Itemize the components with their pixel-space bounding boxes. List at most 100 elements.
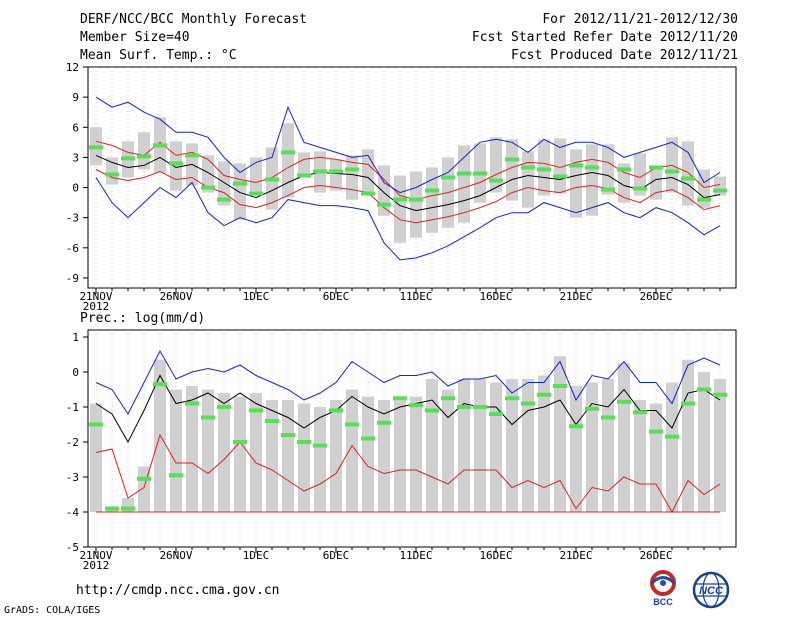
temperature-median-mark	[409, 197, 423, 202]
precipitation-box	[314, 407, 326, 512]
precipitation-y-tick-label: -2	[66, 436, 79, 449]
temperature-median-mark	[553, 174, 567, 179]
precipitation-box	[394, 396, 406, 512]
temperature-x-tick-label: 26NOV	[159, 290, 192, 303]
temperature-median-mark	[233, 181, 247, 186]
temperature-median-mark	[185, 153, 199, 158]
temperature-median-mark	[441, 175, 455, 180]
precipitation-median-mark	[553, 384, 567, 388]
precipitation-median-mark	[537, 392, 551, 397]
precipitation-median-mark	[249, 408, 263, 413]
precipitation-x-year-label: 2012	[83, 559, 110, 572]
precipitation-box	[266, 400, 278, 512]
precipitation-box	[250, 393, 262, 512]
temperature-box	[570, 149, 582, 218]
precipitation-median-mark	[137, 476, 151, 481]
precipitation-median-mark	[233, 440, 247, 444]
precipitation-box	[698, 372, 710, 512]
precipitation-line-ensemble_mean	[95, 374, 721, 444]
fcst-started-date: Fcst Started Refer Date 2012/11/20	[471, 30, 738, 45]
precipitation-median-mark	[313, 443, 327, 448]
temperature-x-tick-label: 21DEC	[559, 290, 592, 303]
temperature-x-tick-label: 21NOV	[79, 290, 112, 303]
temperature-median-mark	[521, 165, 535, 170]
temperature-median-mark	[393, 197, 407, 202]
temperature-median-mark	[601, 187, 615, 192]
member-size: Member Size=40	[80, 30, 190, 45]
precipitation-box	[282, 400, 294, 512]
temperature-box	[634, 153, 646, 196]
precipitation-line-lower_red	[95, 433, 721, 514]
precipitation-box	[490, 382, 502, 512]
precipitation-median-mark	[217, 405, 231, 409]
precipitation-median-mark	[89, 422, 103, 427]
temperature-y-tick-label: 6	[72, 121, 79, 134]
precipitation-median-mark	[457, 405, 471, 409]
temperature-median-mark	[265, 177, 279, 182]
temperature-line-upper_blue	[95, 96, 721, 194]
precipitation-median-mark	[489, 412, 503, 416]
precipitation-y-tick-label: -4	[66, 506, 80, 519]
temperature-y-tick-label: 0	[72, 182, 79, 195]
temperature-line-upper_red	[95, 140, 721, 201]
precipitation-box	[426, 379, 438, 512]
precipitation-box	[170, 389, 182, 512]
temperature-box	[170, 141, 182, 191]
precipitation-box	[458, 379, 470, 512]
temperature-box	[394, 175, 406, 243]
precipitation-median-mark	[681, 401, 695, 406]
temperature-box	[202, 155, 214, 193]
temperature-median-mark	[633, 186, 647, 191]
precipitation-box	[474, 379, 486, 512]
temperature-median-mark	[281, 150, 295, 155]
precipitation-median-mark	[201, 415, 215, 420]
precipitation-median-mark	[105, 506, 119, 511]
temperature-median-mark	[89, 145, 103, 150]
temperature-median-mark	[505, 157, 519, 162]
precipitation-box	[538, 375, 550, 512]
precipitation-median-mark	[345, 422, 359, 427]
temperature-x-tick-label: 26DEC	[639, 290, 672, 303]
precipitation-median-mark	[121, 506, 135, 511]
source-url[interactable]: http://cmdp.ncc.cma.gov.cn	[76, 583, 280, 598]
temperature-median-mark	[489, 178, 503, 183]
temperature-box	[250, 157, 262, 196]
precipitation-box	[234, 396, 246, 512]
temperature-box	[650, 165, 662, 200]
temperature-median-mark	[153, 143, 167, 148]
precipitation-y-tick-label: 0	[72, 366, 79, 379]
precipitation-median-mark	[185, 401, 199, 406]
precipitation-median-mark	[281, 433, 295, 437]
temperature-box	[458, 145, 470, 223]
precipitation-median-mark	[169, 473, 183, 478]
temperature-box	[426, 167, 438, 233]
precipitation-box	[570, 386, 582, 512]
temperature-box	[106, 157, 118, 185]
temperature-median-mark	[569, 163, 583, 168]
precipitation-x-tick-label: 11DEC	[399, 549, 432, 562]
temperature-line-lower_red	[95, 169, 721, 224]
precipitation-median-mark	[425, 408, 439, 413]
precipitation-median-mark	[585, 406, 599, 411]
precipitation-median-mark	[601, 415, 615, 420]
temperature-median-mark	[249, 191, 263, 196]
precipitation-median-mark	[297, 440, 311, 444]
temperature-median-mark	[617, 167, 631, 172]
temperature-median-mark	[665, 169, 679, 174]
bcc-logo: BCC	[650, 570, 676, 607]
precipitation-box	[330, 400, 342, 512]
precipitation-variable-label: Prec.: log(mm/d)	[80, 311, 206, 326]
bcc-logo-text: BCC	[653, 597, 673, 607]
precipitation-median-mark	[505, 396, 519, 401]
precipitation-box	[346, 389, 358, 512]
precipitation-box	[714, 379, 726, 512]
precipitation-box	[298, 403, 310, 512]
temperature-median-mark	[537, 167, 551, 172]
temperature-median-mark	[649, 165, 663, 170]
precipitation-median-mark	[521, 401, 535, 406]
temperature-median-mark	[681, 176, 695, 181]
ncc-logo: NCC	[692, 571, 730, 609]
ncc-logo-text: NCC	[699, 585, 724, 597]
temperature-box	[522, 151, 534, 208]
